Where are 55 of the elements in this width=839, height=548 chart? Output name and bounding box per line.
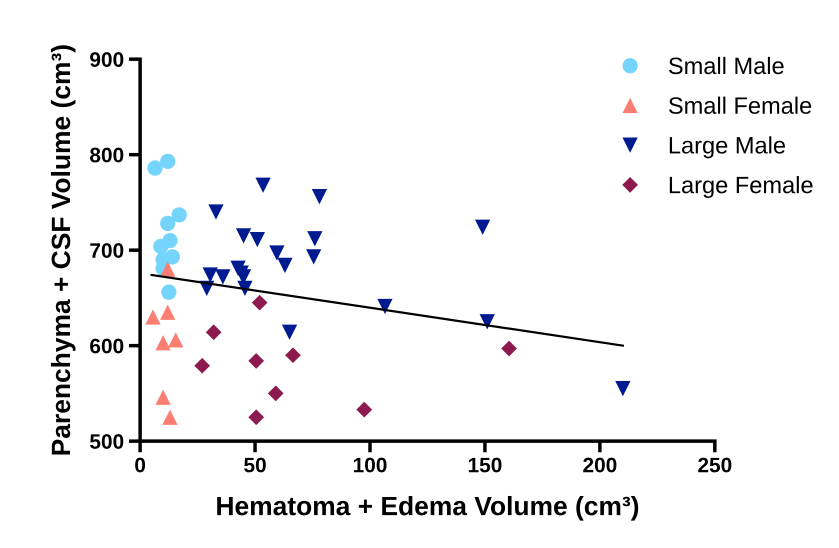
point	[194, 358, 210, 374]
y-tick-label: 900	[90, 52, 124, 67]
point	[160, 262, 176, 277]
y-tick-label: 500	[90, 434, 124, 449]
point	[248, 353, 264, 369]
x-tick-label: 250	[698, 458, 732, 472]
point	[356, 402, 372, 418]
point	[160, 154, 176, 169]
point	[501, 340, 517, 356]
point	[160, 216, 176, 232]
point	[312, 189, 328, 204]
y-tick-label: 800	[90, 148, 124, 162]
point	[377, 298, 393, 314]
y-tick-label: 700	[90, 243, 124, 258]
x-tick-label: 150	[468, 458, 502, 472]
y-tick-label: 600	[90, 338, 124, 354]
point	[282, 324, 298, 340]
legend-label: Small Male	[668, 56, 784, 74]
x-tick-label: 100	[354, 458, 387, 472]
point	[248, 409, 264, 426]
legend-label: Large Male	[670, 136, 785, 158]
point	[202, 267, 218, 283]
point	[153, 238, 168, 254]
point	[252, 294, 268, 311]
point	[307, 231, 322, 246]
y-axis-title: Parenchyma + CSF Volume (cm³)	[50, 45, 76, 455]
x-tick-label: 200	[583, 458, 616, 472]
x-axis-title: Hematoma + Edema Volume (cm³)	[217, 496, 638, 521]
point	[285, 347, 301, 364]
point	[277, 258, 293, 274]
point	[160, 304, 176, 320]
point	[155, 335, 171, 350]
legend-label: Large Female	[670, 176, 813, 198]
point	[268, 386, 284, 402]
point	[250, 232, 265, 248]
x-tick-label: 0	[135, 458, 146, 472]
point	[475, 220, 490, 235]
x-tick-label: 50	[244, 458, 266, 472]
point	[615, 380, 631, 396]
point	[206, 324, 222, 340]
point	[162, 410, 178, 425]
point	[306, 249, 322, 264]
point	[480, 314, 495, 330]
point	[155, 390, 171, 405]
point	[215, 269, 231, 285]
point	[255, 178, 271, 193]
point	[161, 284, 176, 300]
point	[145, 309, 161, 325]
point	[172, 207, 187, 222]
point	[236, 228, 252, 244]
legend-label: Small Female	[668, 96, 812, 114]
point	[269, 245, 285, 261]
point	[168, 332, 184, 348]
point	[147, 160, 163, 176]
point	[208, 204, 224, 220]
